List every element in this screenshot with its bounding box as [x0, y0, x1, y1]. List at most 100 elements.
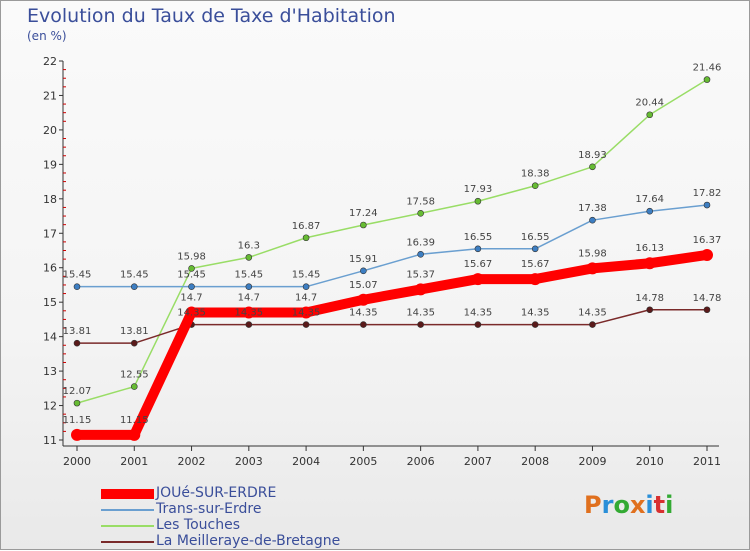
data-label: 15.45: [234, 270, 263, 281]
x-tick-label: 2007: [464, 455, 492, 468]
x-tick-label: 2003: [235, 455, 263, 468]
data-label: 16.37: [693, 235, 722, 246]
data-label: 14.7: [295, 293, 317, 304]
data-point: [188, 265, 195, 272]
data-point: [128, 428, 141, 441]
data-label: 15.98: [177, 251, 206, 262]
data-point: [245, 254, 253, 261]
series-line: [76, 309, 708, 344]
data-point: [360, 221, 367, 229]
data-point: [531, 182, 539, 190]
x-tick-label: 2006: [407, 455, 435, 468]
data-point: [474, 321, 482, 328]
data-point: [417, 209, 424, 217]
data-label: 11.15: [120, 415, 149, 426]
data-label: 13.81: [63, 326, 92, 337]
y-tick-label: 22: [43, 55, 57, 68]
data-label: 14.35: [406, 308, 435, 319]
legend-swatch: [101, 509, 154, 511]
series-2: [73, 76, 711, 407]
data-label: 18.38: [521, 169, 550, 180]
data-label: 15.98: [578, 248, 607, 259]
logo-letter: o: [613, 491, 630, 519]
data-label: 14.78: [635, 293, 664, 304]
x-tick-label: 2005: [349, 455, 377, 468]
data-point: [417, 250, 424, 258]
data-point: [300, 306, 313, 319]
data-point: [586, 262, 599, 275]
data-labels: 12.07 12.55 15.98 16.3 16.87 17.24 17.58 17.93 1…: [63, 63, 722, 426]
data-label: 15.07: [349, 280, 378, 291]
data-point: [703, 306, 711, 314]
data-point: [302, 283, 310, 290]
logo-letter: t: [653, 491, 666, 519]
data-label: 21.46: [693, 63, 722, 74]
legend-swatch: [101, 489, 154, 499]
data-point: [71, 428, 83, 441]
x-tick-label: 2000: [63, 455, 91, 468]
x-tick-label: 2002: [178, 455, 206, 468]
data-label: 15.67: [521, 259, 550, 270]
data-label: 16.87: [292, 221, 321, 232]
data-label: 14.35: [234, 308, 263, 319]
series-0: [71, 248, 713, 441]
y-tick-label: 19: [43, 158, 57, 171]
data-label: 12.55: [120, 370, 149, 381]
data-label: 18.93: [578, 150, 607, 161]
data-label: 17.64: [635, 194, 664, 205]
data-label: 14.35: [578, 308, 607, 319]
data-point: [73, 339, 81, 347]
y-tick-label: 12: [43, 400, 57, 413]
data-point: [357, 293, 370, 306]
data-point: [245, 283, 253, 290]
data-point: [360, 321, 367, 328]
data-point: [643, 257, 656, 270]
y-tick-label: 18: [43, 193, 57, 206]
data-label: 15.37: [406, 269, 435, 280]
data-label: 13.81: [120, 326, 149, 337]
data-point: [73, 283, 81, 290]
data-label: 20.44: [635, 98, 664, 109]
data-point: [417, 321, 424, 328]
x-tick-label: 2010: [636, 455, 664, 468]
data-point: [414, 283, 427, 296]
data-point: [242, 306, 255, 319]
data-label: 14.7: [180, 293, 202, 304]
legend-label: La Meilleraye-de-Bretagne: [156, 533, 341, 549]
data-label: 14.35: [349, 308, 378, 319]
y-tick-label: 20: [43, 124, 57, 137]
logo-letter: i: [665, 491, 674, 519]
x-tick-label: 2008: [521, 455, 549, 468]
series-line: [76, 78, 708, 404]
axes: 11 12 13 14 15 16 17 18 19 20 21 22 2000 2001 2002 2003…: [43, 55, 721, 468]
y-tick-label: 16: [43, 262, 57, 275]
data-label: 11.15: [63, 415, 92, 426]
data-label: 15.45: [292, 270, 321, 281]
data-point: [701, 248, 713, 261]
data-label: 14.35: [464, 308, 493, 319]
data-point: [188, 283, 195, 290]
data-label: 16.39: [406, 237, 435, 248]
data-label: 14.35: [292, 308, 321, 319]
data-label: 17.58: [406, 196, 435, 207]
data-label: 12.07: [63, 386, 92, 397]
data-point: [360, 267, 367, 275]
x-tick-label: 2004: [292, 455, 320, 468]
data-point: [589, 216, 596, 224]
proxiti-logo: Proxiti: [584, 491, 673, 519]
y-tick-label: 15: [43, 296, 57, 309]
data-point: [531, 321, 539, 328]
data-point: [302, 321, 310, 328]
data-label: 15.67: [464, 259, 493, 270]
data-point: [646, 111, 654, 119]
series-1: [73, 201, 711, 290]
data-point: [474, 245, 482, 253]
x-tick-label: 2001: [120, 455, 148, 468]
data-point: [130, 283, 138, 290]
x-tick-label: 2011: [693, 455, 721, 468]
data-label: 15.45: [120, 270, 149, 281]
data-label: 15.45: [177, 270, 206, 281]
data-point: [703, 201, 711, 209]
